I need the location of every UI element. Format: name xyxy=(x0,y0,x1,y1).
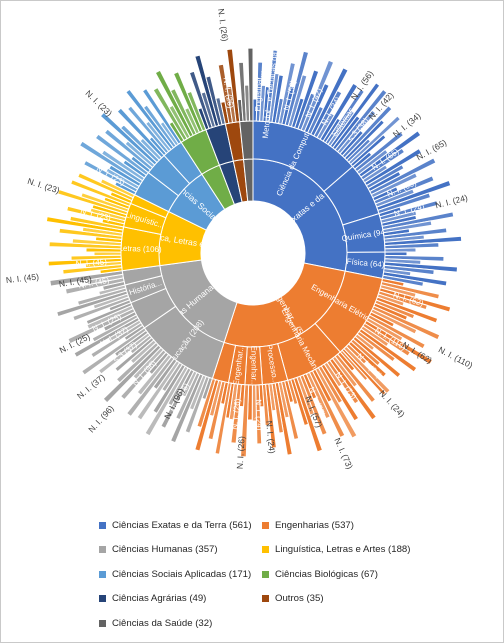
legend-row: Ciências Humanas (357) Linguística, Letr… xyxy=(99,538,499,563)
legend-item: Ciências Exatas e da Terra (561) xyxy=(99,520,262,531)
legend-label: Outros (35) xyxy=(275,593,324,605)
legend-label: Ciências Humanas (357) xyxy=(112,544,218,556)
outer-annotation: N. I. (26) xyxy=(216,8,230,42)
outer-annotation: N. I. (23) xyxy=(83,88,114,118)
legend-item: Ciências Sociais Aplicadas (171) xyxy=(99,569,262,580)
legend-swatch xyxy=(99,595,106,603)
leaf-segment xyxy=(384,247,417,253)
outer-annotation: N. I. (24) xyxy=(264,420,277,454)
legend-label: Ciências Exatas e da Terra (561) xyxy=(112,519,252,531)
outer-annotation: N. I. (96) xyxy=(86,403,116,434)
legend-item: Linguística, Letras e Artes (188) xyxy=(262,544,462,555)
legend-row: Ciências Exatas e da Terra (561) Engenha… xyxy=(99,513,499,538)
legend-swatch xyxy=(262,595,269,603)
legend-label: Ciências Biológicas (67) xyxy=(275,568,378,580)
outer-annotation: N. I. (45) xyxy=(5,271,39,285)
legend-row: Ciências da Saúde (32) xyxy=(99,611,499,636)
subarea-label: Física (64) xyxy=(346,257,385,270)
leaf-segment xyxy=(247,47,254,122)
legend-item: Ciências Agrárias (49) xyxy=(99,593,262,604)
outer-annotation: N. I. (110) xyxy=(437,344,475,370)
legend: Ciências Exatas e da Terra (561) Engenha… xyxy=(99,513,499,636)
legend-item: Outros (35) xyxy=(262,593,462,604)
subarea-label: Letras (106) xyxy=(118,244,162,254)
legend-swatch xyxy=(99,619,106,627)
outer-annotation: N. I. (24) xyxy=(377,388,407,419)
legend-label: Ciências da Saúde (32) xyxy=(112,617,213,629)
leaf-label: N. I. (26) xyxy=(230,398,242,430)
legend-swatch xyxy=(99,570,106,578)
outer-annotation: N. I. (26) xyxy=(235,436,247,470)
sunburst-chart: Ciências Exatas e da Terra (561)Ciência … xyxy=(5,8,475,471)
center-hole xyxy=(201,201,305,305)
legend-swatch xyxy=(262,570,269,578)
legend-label: Ciências Sociais Aplicadas (171) xyxy=(112,568,252,580)
leaf-label: Engenhar... xyxy=(253,70,264,111)
leaf-label: N. I. (45) xyxy=(75,257,107,268)
legend-row: Ciências Agrárias (49) Outros (35) xyxy=(99,587,499,612)
legend-label: Linguística, Letras e Artes (188) xyxy=(275,544,411,556)
legend-label: Ciências Agrárias (49) xyxy=(112,593,207,605)
legend-swatch xyxy=(99,546,106,554)
legend-item: Ciências Biológicas (67) xyxy=(262,569,462,580)
legend-label: Engenharias (537) xyxy=(275,519,354,531)
outer-annotation: N. I. (24) xyxy=(434,192,469,210)
legend-item: Ciências Humanas (357) xyxy=(99,544,262,555)
legend-swatch xyxy=(262,546,269,554)
outer-annotation: N. I. (23) xyxy=(26,176,61,196)
legend-item: Ciências da Saúde (32) xyxy=(99,618,262,629)
legend-row: Ciências Sociais Aplicadas (171) Ciência… xyxy=(99,562,499,587)
outer-annotation: N. I. (73) xyxy=(332,436,355,470)
legend-swatch xyxy=(99,521,106,529)
legend-swatch xyxy=(262,521,269,529)
legend-item: Engenharias (537) xyxy=(262,520,462,531)
subarea-label: Engenhar... xyxy=(249,346,258,387)
leaf-label: N. I. (24) xyxy=(254,399,264,431)
outer-annotation: N. I. (37) xyxy=(75,372,107,401)
